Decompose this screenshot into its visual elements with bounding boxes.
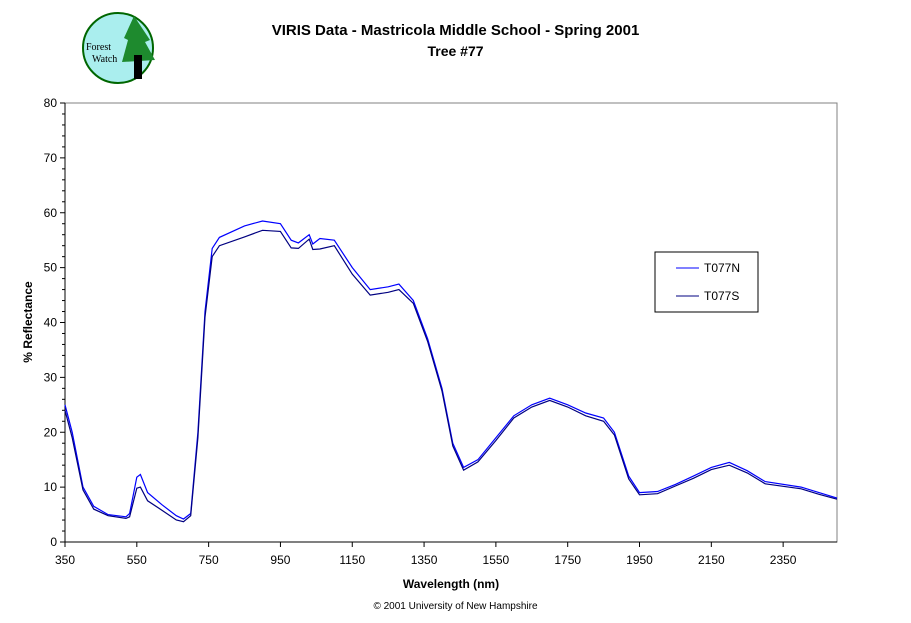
y-tick-label: 60 [44, 206, 58, 220]
x-tick-label: 550 [127, 553, 147, 567]
x-tick-label: 1550 [483, 553, 510, 567]
x-tick-label: 950 [270, 553, 290, 567]
x-axis-label: Wavelength (nm) [403, 577, 499, 591]
x-tick-label: 1950 [626, 553, 653, 567]
y-tick-label: 0 [50, 535, 57, 549]
legend-label-t077n: T077N [704, 261, 740, 275]
x-tick-label: 2150 [698, 553, 725, 567]
x-tick-label: 1750 [554, 553, 581, 567]
svg-text:Watch: Watch [92, 54, 117, 65]
y-tick-label: 30 [44, 370, 58, 384]
copyright-footer: © 2001 University of New Hampshire [373, 601, 538, 612]
y-tick-label: 40 [44, 316, 58, 330]
y-tick-label: 10 [44, 480, 58, 494]
chart-subtitle: Tree #77 [427, 43, 484, 59]
x-tick-label: 1150 [339, 553, 365, 567]
svg-text:Forest: Forest [86, 42, 111, 53]
y-tick-label: 70 [44, 151, 58, 165]
legend: T077N T077S [654, 251, 759, 313]
y-tick-label: 20 [44, 425, 58, 439]
legend-label-t077s: T077S [704, 289, 739, 303]
x-tick-label: 1350 [411, 553, 438, 567]
y-tick-label: 50 [44, 261, 58, 275]
x-tick-label: 2350 [770, 553, 797, 567]
forest-watch-logo: Forest Watch [82, 12, 155, 84]
x-tick-label: 750 [199, 553, 219, 567]
x-tick-label: 350 [55, 553, 75, 567]
series-line-t077s [64, 229, 838, 523]
y-axis-label: % Reflectance [21, 281, 35, 363]
series-line-t077n [64, 220, 838, 520]
y-tick-label: 80 [44, 96, 58, 110]
chart-title: VIRIS Data - Mastricola Middle School - … [271, 22, 640, 39]
plot-area [64, 102, 838, 543]
